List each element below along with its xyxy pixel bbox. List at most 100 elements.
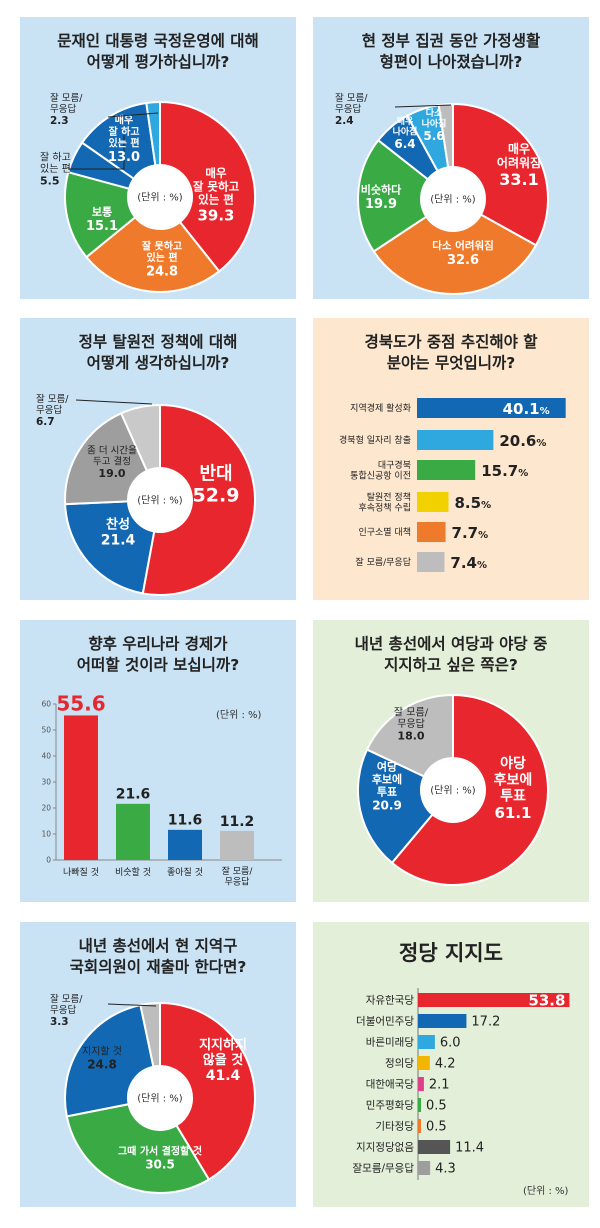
title-line: 지지하고 싶은 쪽은? xyxy=(384,656,518,674)
slice-label: 매우 잘 하고 있는 편 xyxy=(108,114,139,150)
slice-label: 비슷하다 xyxy=(361,182,402,196)
leader-line xyxy=(107,1003,157,1007)
bar-category: 지지정당없음 xyxy=(356,1141,414,1154)
donut-slice xyxy=(64,411,149,506)
bar-category: 정의당 xyxy=(385,1058,414,1070)
y-tick-label: 40 xyxy=(41,752,51,761)
donut-hole xyxy=(422,759,484,821)
panel-nuclear-policy: 정부 탈원전 정책에 대해 어떻게 생각하십니까? (단위 : %) 반대 52.9… xyxy=(20,318,296,600)
bar-value: 20.6% xyxy=(499,432,546,450)
slice-value: 39.3 xyxy=(197,206,234,224)
donut-slice xyxy=(372,213,538,295)
bar-category: 민주평화당 xyxy=(366,1100,415,1112)
donut-slice xyxy=(145,100,161,167)
bar xyxy=(418,1161,431,1175)
bar xyxy=(418,1140,451,1154)
panel-title: 향후 우리나라 경제가 어떠할 것이라 보십니까? xyxy=(20,634,296,676)
slice-label: 잘 모름/무응답 xyxy=(50,993,83,1016)
leader-line xyxy=(68,135,125,170)
bar xyxy=(418,1098,421,1112)
slice-value: 20.9 xyxy=(372,798,402,812)
slice-label: 지지하지 않을 것 xyxy=(199,1037,247,1068)
slice-label: 잘 모름/무응답 xyxy=(36,393,69,416)
donut-hole xyxy=(422,168,484,230)
bar-value: 7.4% xyxy=(450,554,487,572)
bar-value: 55.6 xyxy=(56,691,105,715)
slice-value: 5.5 xyxy=(40,175,60,188)
slice-label: 잘 모름/무응답 xyxy=(335,92,368,115)
leader-line xyxy=(107,112,159,118)
bar xyxy=(418,1014,467,1028)
bar-category: 비슷할 것 xyxy=(115,867,151,878)
donut-slice xyxy=(64,170,137,259)
donut-slice xyxy=(139,1001,161,1068)
bar-category: 지역경제 활성화 xyxy=(350,402,411,414)
bar xyxy=(418,1035,435,1049)
title-line: 정부 탈원전 정책에 대해 xyxy=(78,333,238,351)
bar-category: 좋아질 것 xyxy=(167,866,203,878)
bar-value: 0.5 xyxy=(426,1120,447,1135)
panel-title: 정당 지지도 xyxy=(313,940,589,966)
donut-slice xyxy=(85,215,221,293)
bar xyxy=(64,715,98,860)
donut-slice xyxy=(159,100,256,273)
title-line: 경북도가 중점 추진해야 할 xyxy=(364,333,538,351)
slice-label: 지지할 것 xyxy=(82,1046,122,1058)
slice-value: 21.4 xyxy=(101,533,136,549)
leader-line xyxy=(75,399,153,405)
slice-label: 잘 하고 있는 편 xyxy=(40,150,71,175)
slice-value: 52.9 xyxy=(193,484,240,506)
title-line: 향후 우리나라 경제가 xyxy=(88,635,228,653)
leader-line xyxy=(394,104,452,108)
slice-value: 33.1 xyxy=(499,170,538,189)
bar xyxy=(418,993,570,1007)
donut-slice xyxy=(64,1003,155,1118)
bar-category: 탈원전 정책 후속정책 수립 xyxy=(358,491,411,513)
panel-incumbent-rerun: 내년 총선에서 현 지역구 국회의원이 재출마 한다면? (단위 : %) 지지하… xyxy=(20,922,296,1207)
slice-value: 32.6 xyxy=(447,253,479,268)
donut-slice xyxy=(119,403,161,473)
slice-label: 잘 모름/무응답 xyxy=(394,706,429,730)
slice-value: 13.0 xyxy=(108,150,140,165)
bar-category: 대구경북 통합신공항 이전 xyxy=(350,459,411,481)
bar xyxy=(417,552,445,572)
bar-value: 11.2 xyxy=(220,814,255,830)
panel-household: 현 정부 집권 동안 가정생활 형편이 나아졌습니까? (단위 : %) 매우 어려… xyxy=(313,17,589,299)
bar-category: 인구소멸 대책 xyxy=(358,526,411,538)
bar-category: 자유한국당 xyxy=(366,995,415,1007)
bar-category: 바른미래당 xyxy=(366,1037,415,1049)
donut-hole xyxy=(129,1067,191,1129)
bar xyxy=(417,398,566,418)
bar-chart: 자유한국당 53.8 더불어민주당 17.2 바른미래당 6.0 정의당 4.2 대한애국당 2.… xyxy=(353,988,570,1180)
slice-label: 매우 잘 못하고 있는 편 xyxy=(193,166,240,206)
donut-hole xyxy=(129,166,191,228)
title-line: 형편이 나아졌습니까? xyxy=(379,53,523,71)
bar xyxy=(418,1077,424,1091)
bar-value: 4.2 xyxy=(435,1057,456,1072)
unit-label: (단위 : %) xyxy=(137,191,183,204)
slice-value: 3.3 xyxy=(50,1016,69,1028)
bar-category: 잘모름/무응답 xyxy=(353,1163,415,1175)
title-line: 국회의원이 재출마 한다면? xyxy=(69,958,247,976)
y-tick-label: 60 xyxy=(41,700,51,709)
slice-value: 19.0 xyxy=(98,467,125,480)
panel-economy-outlook: 향후 우리나라 경제가 어떠할 것이라 보십니까? (단위 : %) 0 10 20… xyxy=(20,620,296,902)
unit-label: (단위 : %) xyxy=(523,1186,569,1197)
bar xyxy=(116,803,150,860)
unit-label: (단위 : %) xyxy=(430,784,476,797)
bar-category: 잘 모름/무응답 xyxy=(355,556,411,568)
slice-value: 24.8 xyxy=(87,1057,117,1071)
bar-value: 7.7% xyxy=(452,524,489,542)
slice-value: 61.1 xyxy=(494,804,531,822)
bar-category: 경북형 일자리 창출 xyxy=(339,434,411,446)
panel-moon-approval: 문재인 대통령 국정운영에 대해 어떻게 평가하십니까? (단위 : %) 매우 잘… xyxy=(20,17,296,299)
title-line: 정당 지지도 xyxy=(399,941,503,965)
donut-chart: (단위 : %) 매우 잘 못하고 있는 편39.3 잘 못하고 있는 편24.8 보통15… xyxy=(40,92,256,293)
bar-category: 잘 모름/무응답 xyxy=(222,865,254,887)
slice-label: 그때 가서 결정할 것 xyxy=(118,1145,202,1158)
donut-slice xyxy=(64,500,156,595)
panel-title: 현 정부 집권 동안 가정생활 형편이 나아졌습니까? xyxy=(313,31,589,73)
title-line: 어떠할 것이라 보십니까? xyxy=(76,656,240,674)
